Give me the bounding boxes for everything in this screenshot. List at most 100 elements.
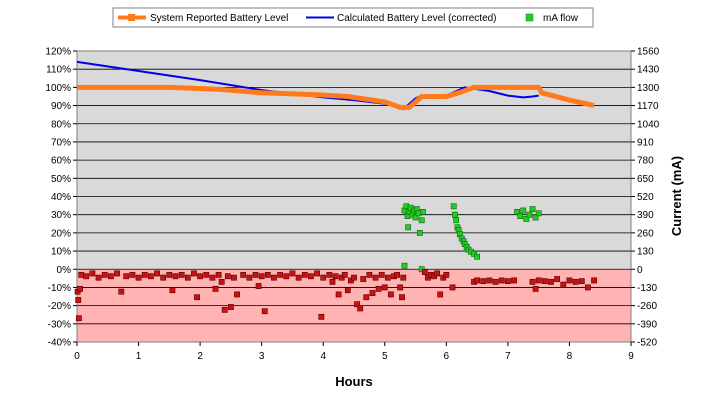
flow-point <box>227 304 234 310</box>
flow-point <box>526 211 533 218</box>
flow-point <box>351 274 357 281</box>
y2-tick-label: 780 <box>637 156 654 167</box>
flow-point <box>326 271 333 278</box>
flow-point <box>412 214 419 221</box>
flow-point <box>320 274 327 281</box>
flow-point <box>517 213 524 219</box>
x-tick-label: 1 <box>136 351 142 362</box>
flow-point <box>394 271 400 278</box>
flow-point <box>523 215 530 222</box>
y-axis-right: -520 -390 -260 -130 0 130 260 390 520 650 780 910 10… <box>631 47 660 349</box>
flow-point <box>191 270 197 277</box>
flow-point <box>295 274 302 281</box>
flow-point <box>83 273 90 280</box>
y2-tick-label: 520 <box>637 192 654 203</box>
flow-point <box>344 287 351 294</box>
flow-point <box>264 271 271 278</box>
flow-point <box>399 294 405 301</box>
x-tick-label: 4 <box>320 351 326 362</box>
flow-point <box>535 277 542 284</box>
flow-point <box>360 276 367 282</box>
flow-point <box>434 270 440 277</box>
gridlines <box>77 50 631 343</box>
y-tick-label: -30% <box>48 319 71 330</box>
flow-point <box>258 273 265 280</box>
flow-point <box>203 271 210 278</box>
y-tick-label: 50% <box>51 174 71 185</box>
flow-point <box>591 277 597 284</box>
y-tick-label: 80% <box>51 119 71 130</box>
x-tick-label: 2 <box>197 351 203 362</box>
flow-point <box>271 274 277 281</box>
flow-point <box>261 308 268 315</box>
flow-point <box>308 273 314 280</box>
flow-point <box>221 306 228 313</box>
flow-point <box>218 278 225 285</box>
y2-tick-label: 260 <box>637 228 654 239</box>
flow-point <box>418 217 425 224</box>
flow-point <box>166 271 173 278</box>
y2-tick-label: 1300 <box>637 83 660 94</box>
flow-point <box>498 277 505 284</box>
x-tick-label: 7 <box>505 351 511 362</box>
y-tick-label: 10% <box>51 247 71 258</box>
y-tick-label: -20% <box>48 301 71 312</box>
flow-point <box>114 270 120 277</box>
flow-point <box>184 274 191 281</box>
y2-tick-label: 1040 <box>637 119 660 130</box>
x-tick-label: 6 <box>444 351 450 362</box>
flow-point <box>416 229 423 236</box>
y-tick-label: 0% <box>57 265 72 276</box>
y2-tick-label: 0 <box>637 265 643 276</box>
flow-point <box>252 271 259 278</box>
flow-point <box>514 208 521 215</box>
y2-tick-label: 130 <box>637 247 654 258</box>
flow-point <box>341 271 348 278</box>
flow-point <box>123 273 130 280</box>
flow-point <box>375 285 382 292</box>
x-tick-label: 5 <box>382 351 388 362</box>
y-tick-label: 40% <box>51 192 71 203</box>
y-axis-left: -40% -30% -20% -10% 0% 10% 20% 30% 40% 50% 60% 70% 8… <box>45 47 77 349</box>
flow-point <box>154 270 160 277</box>
flow-point <box>301 271 308 278</box>
flow-point <box>332 273 339 280</box>
y2-tick-label: -260 <box>637 301 657 312</box>
flow-point <box>492 278 499 285</box>
flow-point <box>420 208 426 215</box>
flow-point <box>318 313 325 320</box>
flow-point <box>474 253 481 260</box>
flow-point <box>400 274 407 281</box>
flow-point <box>289 270 296 277</box>
y2-tick-label: 1430 <box>637 65 660 76</box>
y-tick-label: 120% <box>45 47 71 58</box>
flow-point <box>194 294 200 301</box>
flow-point <box>585 284 591 291</box>
flow-point <box>101 271 108 278</box>
x-tick-label: 8 <box>567 351 573 362</box>
flow-point <box>234 291 240 298</box>
y-tick-label: 60% <box>51 156 71 167</box>
flow-point <box>572 278 579 285</box>
y-tick-label: 110% <box>46 65 71 76</box>
flow-point <box>215 271 222 278</box>
flow-point <box>535 210 542 217</box>
flow-point <box>511 277 517 284</box>
flow-point <box>169 287 176 294</box>
flow-point <box>578 278 585 285</box>
legend-flow-label: mA flow <box>543 13 579 24</box>
x-tick-label: 0 <box>74 351 80 362</box>
flow-point <box>78 271 85 278</box>
y-tick-label: -10% <box>48 283 71 294</box>
flow-point <box>95 274 102 281</box>
flow-point <box>532 285 539 292</box>
legend-item-flow: mA flow <box>525 13 579 24</box>
y2-tick-label: -520 <box>637 338 657 349</box>
flow-point <box>366 271 373 278</box>
flow-point <box>314 270 320 277</box>
flow-point <box>231 274 237 281</box>
flow-point <box>354 301 360 308</box>
flow-point <box>452 211 458 218</box>
y-tick-label: 20% <box>51 228 71 239</box>
